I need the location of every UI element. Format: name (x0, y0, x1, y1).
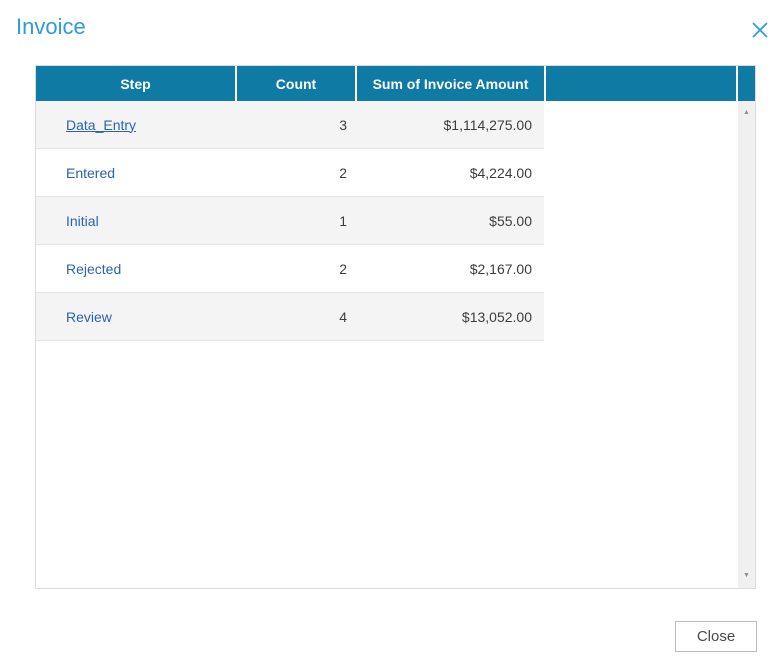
step-link[interactable]: Data_Entry (66, 116, 137, 133)
table-body: Data_Entry 3 $1,114,275.00 Entered 2 $4,… (36, 101, 544, 341)
table-row: Initial 1 $55.00 (36, 197, 544, 245)
column-header-step[interactable]: Step (36, 66, 235, 101)
table-row: Entered 2 $4,224.00 (36, 149, 544, 197)
step-link[interactable]: Rejected (66, 260, 122, 277)
count-cell: 1 (339, 212, 347, 229)
step-cell: Rejected (36, 261, 235, 277)
table-row: Review 4 $13,052.00 (36, 293, 544, 341)
step-cell: Initial (36, 213, 235, 229)
scroll-up-icon[interactable]: ▲ (743, 109, 750, 116)
amount-cell: $1,114,275.00 (443, 116, 533, 133)
amount-cell: $4,224.00 (469, 164, 532, 181)
step-cell: Entered (36, 165, 235, 181)
dialog-title: Invoice (16, 14, 86, 39)
vertical-scrollbar[interactable]: ▲ ▼ (738, 101, 755, 588)
close-icon[interactable] (751, 21, 769, 39)
step-link[interactable]: Review (66, 308, 112, 325)
count-cell: 4 (339, 308, 347, 325)
count-cell: 2 (339, 260, 347, 277)
table-row: Rejected 2 $2,167.00 (36, 245, 544, 293)
header-scrollbar-cap (738, 66, 755, 101)
results-panel: Step Count Sum of Invoice Amount Data_En… (35, 65, 756, 589)
step-link[interactable]: Entered (66, 164, 116, 181)
amount-cell: $2,167.00 (469, 260, 532, 277)
amount-cell: $55.00 (489, 212, 532, 229)
count-cell: 2 (339, 164, 347, 181)
close-button[interactable]: Close (675, 621, 757, 652)
column-header-count[interactable]: Count (237, 66, 355, 101)
column-header-amount[interactable]: Sum of Invoice Amount (357, 66, 544, 101)
amount-cell: $13,052.00 (461, 308, 532, 325)
count-cell: 3 (339, 116, 347, 133)
column-header-empty (546, 66, 736, 101)
step-cell: Review (36, 309, 235, 325)
table-header-row: Step Count Sum of Invoice Amount (36, 66, 755, 101)
step-link[interactable]: Initial (66, 212, 99, 229)
step-cell: Data_Entry (36, 117, 235, 133)
table-row: Data_Entry 3 $1,114,275.00 (36, 101, 544, 149)
scroll-down-icon[interactable]: ▼ (743, 572, 750, 579)
